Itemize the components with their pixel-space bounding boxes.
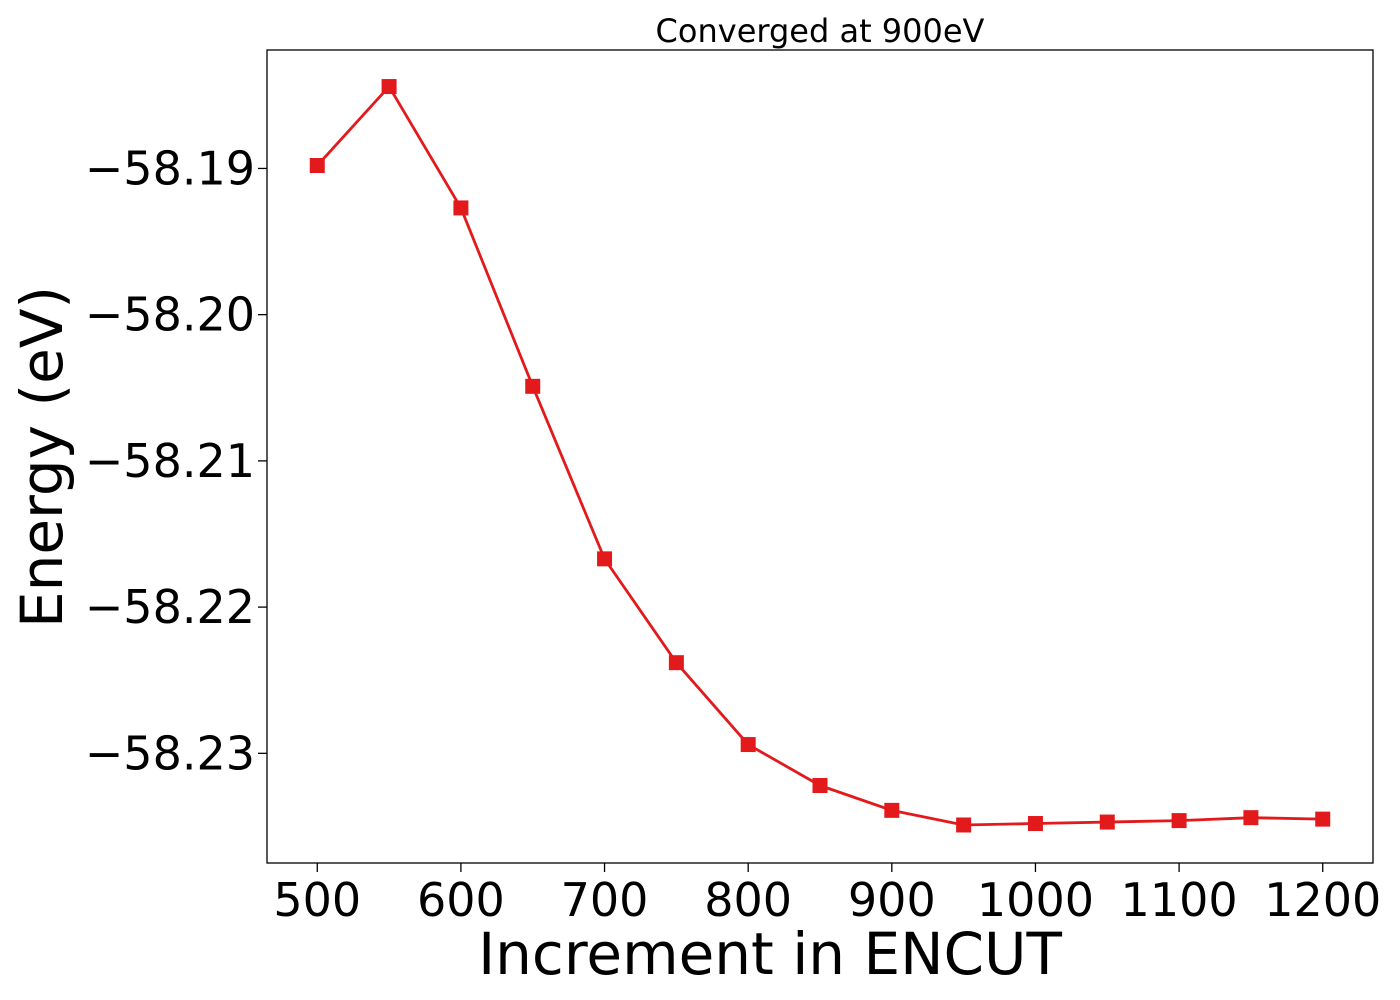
data-point	[812, 778, 828, 794]
data-point	[1243, 810, 1259, 826]
series-line	[316, 85, 1323, 827]
x-tick-label: 1100	[1121, 873, 1238, 927]
data-point	[525, 378, 541, 394]
y-tick-label: −58.21	[85, 434, 255, 488]
data-point	[956, 817, 972, 833]
x-tick-label: 800	[704, 873, 792, 927]
data-point	[1099, 814, 1115, 830]
data-point	[1315, 811, 1331, 827]
y-tick-label: −58.20	[85, 288, 255, 342]
data-point	[309, 158, 325, 174]
data-point	[1027, 816, 1043, 832]
y-tick-label: −58.22	[85, 580, 255, 634]
data-point	[740, 737, 756, 753]
y-axis-label: Energy (eV)	[8, 286, 76, 628]
data-point	[597, 551, 613, 567]
plot-frame	[266, 49, 1374, 864]
x-tick-label: 900	[848, 873, 936, 927]
x-tick-label: 500	[273, 873, 361, 927]
x-tick-label: 700	[561, 873, 649, 927]
data-point	[453, 200, 469, 216]
data-point	[668, 655, 684, 671]
data-point	[1171, 813, 1187, 829]
x-axis: 500 600 700 800 900 1000 1100 1200	[273, 863, 1381, 927]
y-axis: −58.19 −58.20 −58.21 −58.22 −58.23	[85, 141, 267, 780]
x-tick-label: 600	[417, 873, 505, 927]
x-axis-label: Increment in ENCUT	[478, 920, 1062, 988]
data-point	[381, 79, 397, 95]
y-tick-label: −58.23	[85, 726, 255, 780]
chart-title: Converged at 900eV	[656, 12, 985, 50]
data-point	[884, 802, 900, 818]
plot-area	[309, 79, 1331, 833]
x-tick-label: 1200	[1264, 873, 1381, 927]
y-tick-label: −58.19	[85, 141, 255, 195]
x-tick-label: 1000	[977, 873, 1094, 927]
